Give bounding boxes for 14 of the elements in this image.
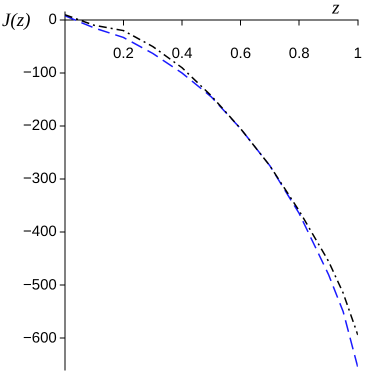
x-axis-title: z [331,0,340,18]
x-tick-label: 1 [354,45,362,62]
x-tick-label: 0.6 [230,45,252,62]
x-tick-label: 0.2 [112,45,134,62]
x-tick-label: 0.8 [288,45,310,62]
y-tick-label: −300 [22,170,57,188]
y-tick-label: −400 [22,223,57,240]
y-tick-label: −100 [22,64,57,82]
y-tick-label: −200 [22,117,57,134]
y-tick-label: 0 [48,11,57,28]
y-axis-title: J(z) [2,10,30,31]
y-tick-label: −500 [22,276,57,294]
x-tick-label: 0.4 [172,45,192,62]
y-tick-label: −600 [22,329,57,346]
